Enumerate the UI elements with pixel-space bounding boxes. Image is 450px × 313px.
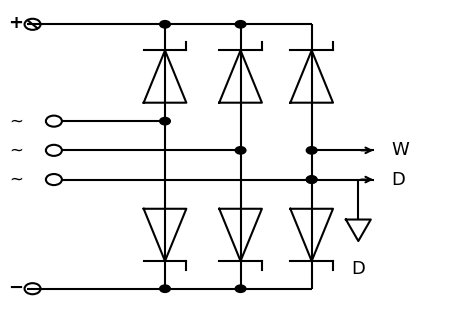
Text: W: W (392, 141, 410, 159)
Text: −: − (9, 279, 24, 297)
Text: +: + (9, 14, 23, 32)
Text: D: D (392, 171, 405, 188)
Circle shape (235, 285, 246, 292)
Circle shape (306, 176, 317, 183)
Circle shape (306, 176, 317, 183)
Text: ~: ~ (9, 171, 23, 188)
Circle shape (160, 285, 171, 292)
Circle shape (235, 147, 246, 154)
Circle shape (306, 147, 317, 154)
Text: D: D (351, 260, 365, 278)
Circle shape (160, 21, 171, 28)
Text: ~: ~ (9, 112, 23, 130)
Circle shape (235, 21, 246, 28)
Text: ~: ~ (9, 141, 23, 159)
Circle shape (160, 117, 171, 125)
